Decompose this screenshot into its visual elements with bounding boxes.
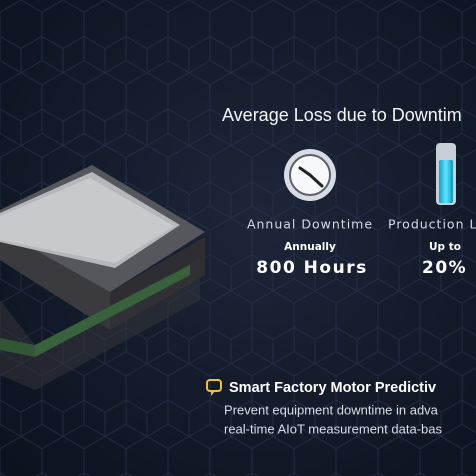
gauge-icon (436, 143, 456, 205)
stat-value: 800 Hours (256, 258, 367, 278)
clock-icon (284, 149, 336, 201)
chat-icon (206, 379, 222, 396)
stat-label: Annual Downtime (247, 217, 373, 232)
stat-label: Production L (388, 217, 476, 232)
device (0, 165, 205, 390)
footer-title: Smart Factory Motor Predictiv (229, 380, 436, 396)
stat-value: 20% (422, 258, 467, 278)
stat-qualifier: Annually (284, 241, 336, 253)
footer-line: Prevent equipment downtime in adva (224, 402, 439, 417)
heading: Average Loss due to Downtim (222, 105, 462, 125)
footer-line: real-time AIoT measurement data-bas (224, 421, 442, 436)
stat-qualifier: Up to (429, 241, 461, 253)
